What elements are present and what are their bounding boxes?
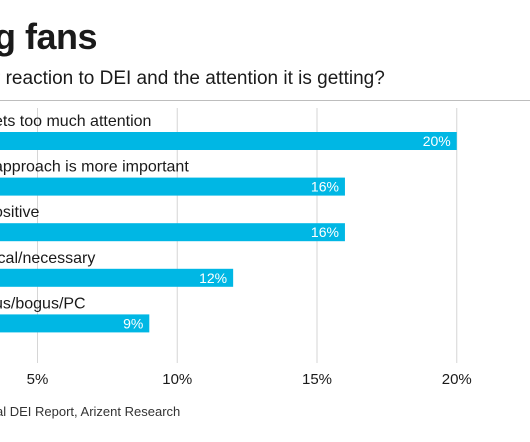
bar-value-label: 9% xyxy=(123,315,143,331)
chart-title: g fans xyxy=(0,16,98,57)
bar-chart: ets too much attention 20% approach is mor… xyxy=(0,108,472,388)
bar-value-label: 20% xyxy=(423,133,451,149)
category-label: approach is more important xyxy=(0,159,189,176)
bar xyxy=(0,223,345,242)
x-tick-label: 15% xyxy=(302,371,332,388)
bar xyxy=(0,177,345,196)
bar-value-label: 16% xyxy=(311,224,339,240)
bar xyxy=(0,314,150,333)
bars: ets too much attention 20% approach is mor… xyxy=(0,113,457,333)
x-tick-label: 10% xyxy=(162,371,192,388)
bar-value-label: 12% xyxy=(199,270,227,286)
x-tick-label: 20% xyxy=(442,371,472,388)
bar-value-label: 16% xyxy=(311,179,339,195)
bar xyxy=(0,132,457,150)
category-label: ets too much attention xyxy=(0,113,151,130)
category-label: ositive xyxy=(0,204,39,221)
x-axis-ticks: 5% 10% 15% 20% xyxy=(27,371,472,388)
source-note: al DEI Report, Arizent Research xyxy=(0,404,181,419)
x-tick-label: 5% xyxy=(27,371,49,388)
category-label: ical/necessary xyxy=(0,250,95,267)
bar xyxy=(0,268,234,287)
title-divider xyxy=(0,100,530,101)
chart-subtitle: r reaction to DEI and the attention it i… xyxy=(0,68,385,89)
category-label: us/bogus/PC xyxy=(0,295,86,312)
